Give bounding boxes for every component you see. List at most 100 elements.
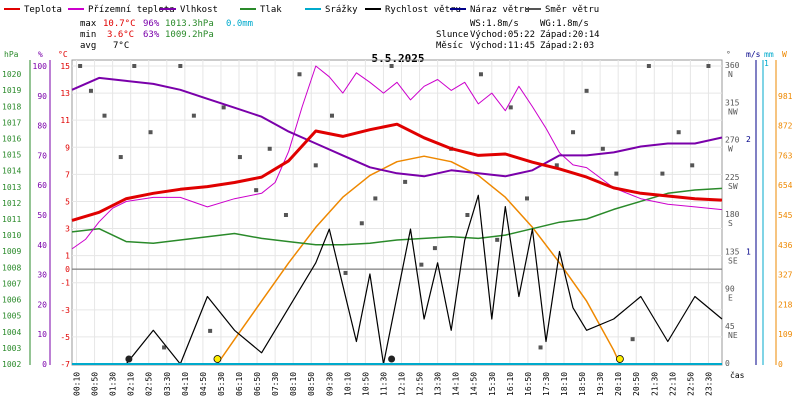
dir-tick-abbr: SE xyxy=(728,256,738,265)
wind-direction-point xyxy=(191,113,196,118)
legend-label-pressure: Tlak xyxy=(260,5,282,15)
hpa-tick-label: 1013 xyxy=(2,183,21,192)
pct-tick-label: 100 xyxy=(33,62,48,71)
degc-tick-label: -7 xyxy=(60,360,70,369)
w-tick-label: 327 xyxy=(778,271,793,280)
wind-direction-point xyxy=(208,328,213,333)
hpa-tick-label: 1011 xyxy=(2,215,21,224)
info-sun-label: Slunce xyxy=(436,30,469,40)
time-tick-label: 03:30 xyxy=(163,372,172,396)
time-tick-label: 05:30 xyxy=(217,372,226,396)
legend-label-apparent: Přízemní teplota xyxy=(88,5,175,15)
hpa-tick-label: 1019 xyxy=(2,86,21,95)
dir-tick-abbr: S xyxy=(728,219,733,228)
w-tick-label: 218 xyxy=(778,300,793,309)
wind-direction-point xyxy=(283,213,288,217)
time-tick-label: 16:50 xyxy=(524,372,533,396)
sun-marker xyxy=(615,355,624,363)
degc-tick-label: 11 xyxy=(60,116,70,125)
legend-label-wind: Rychlost větru xyxy=(385,5,461,15)
series-line-vlhkost xyxy=(71,76,723,178)
wind-direction-point xyxy=(373,196,378,201)
wind-direction-point xyxy=(237,155,242,160)
degc-tick-label: 3 xyxy=(65,225,70,234)
ms-tick-label: 2 xyxy=(746,135,751,144)
pct-tick-label: 20 xyxy=(37,300,47,309)
axis-title-time: čas xyxy=(730,370,745,380)
axis-title-dir: ° xyxy=(726,50,731,59)
dir-tick-abbr: N xyxy=(728,70,733,79)
time-tick-label: 02:10 xyxy=(127,372,136,396)
degc-tick-label: 15 xyxy=(60,62,70,71)
info-panel: WS:1.8m/s WG:1.8m/s Slunce Východ:05:22 … xyxy=(436,19,600,51)
degc-tick-label: -1 xyxy=(60,279,70,288)
left-axes: hPa% °C1020101910181017101610151014101310… xyxy=(2,50,70,369)
hpa-tick-label: 1007 xyxy=(2,279,21,288)
stats-max-hum: 96% xyxy=(143,19,160,29)
axis-title-w: W xyxy=(782,50,787,59)
dir-tick-abbr: W xyxy=(728,145,733,154)
info-moonrise: Východ:11:45 xyxy=(470,41,535,51)
time-tick-label: 06:50 xyxy=(253,372,262,396)
time-tick-label: 00:50 xyxy=(91,372,100,396)
info-sunset: Západ:20:14 xyxy=(540,30,600,40)
stats-max-precip: 0.0mm xyxy=(226,19,253,29)
wind-direction-point xyxy=(432,246,437,251)
wind-direction-point xyxy=(690,163,695,168)
legend-label-precip: Srážky xyxy=(325,5,358,15)
time-tick-label: 22:10 xyxy=(668,372,677,396)
time-tick-label: 14:10 xyxy=(452,372,461,396)
right-axes: ° m/s mm W360N315NW270W225SW180S135SE90E45N… xyxy=(725,50,793,369)
wind-direction-point xyxy=(465,213,470,217)
pct-tick-label: 40 xyxy=(37,241,47,250)
dir-tick-label: 45 xyxy=(725,322,735,331)
degc-tick-label: 0 xyxy=(65,265,70,274)
time-tick-label: 19:30 xyxy=(596,372,605,396)
wind-direction-point xyxy=(706,64,711,68)
sun-marker xyxy=(213,355,222,363)
w-tick-label: 545 xyxy=(778,211,793,220)
wind-direction-point xyxy=(389,64,394,68)
series-line-sluneční-záření xyxy=(216,155,621,365)
time-tick-label: 04:50 xyxy=(199,372,208,396)
time-tick-label: 12:50 xyxy=(416,372,425,396)
stats-panel: max 10.7°C 96% 1013.3hPa 0.0mm min 3.6°C… xyxy=(80,19,253,51)
dir-tick-label: 180 xyxy=(725,210,740,219)
dir-tick-label: 225 xyxy=(725,173,740,182)
hpa-tick-label: 1002 xyxy=(2,360,21,369)
time-tick-label: 08:50 xyxy=(307,372,316,396)
wind-direction-point xyxy=(78,64,83,68)
axis-title-pct: % xyxy=(38,50,43,59)
axis-title-degc: °C xyxy=(58,50,68,59)
time-tick-label: 14:50 xyxy=(470,372,479,396)
hpa-tick-label: 1003 xyxy=(2,344,21,353)
series-line-přízemní-teplota xyxy=(71,65,723,250)
degc-tick-label: 9 xyxy=(65,143,70,152)
w-tick-label: 872 xyxy=(778,122,793,131)
time-tick-label: 18:10 xyxy=(560,372,569,396)
time-tick-label: 16:10 xyxy=(506,372,515,396)
wind-direction-point xyxy=(313,163,318,168)
stats-max-press: 1013.3hPa xyxy=(165,19,214,29)
wind-direction-point xyxy=(525,196,529,201)
series-line-rychlost-větru xyxy=(72,194,723,365)
legend-label-direction: Směr větru xyxy=(545,5,599,15)
w-tick-label: 654 xyxy=(778,181,793,190)
legend-label-humidity: Vlhkost xyxy=(180,5,218,15)
wind-direction-point xyxy=(343,270,348,275)
dir-tick-label: 315 xyxy=(725,98,740,107)
hpa-tick-label: 1018 xyxy=(2,102,21,111)
time-tick-label: 09:30 xyxy=(325,372,334,396)
wind-direction-point xyxy=(403,179,408,184)
hpa-tick-label: 1009 xyxy=(2,247,21,256)
info-sunrise: Východ:05:22 xyxy=(470,30,535,40)
time-tick-label: 12:10 xyxy=(398,372,407,396)
stats-max-temp: 10.7°C xyxy=(103,19,136,29)
hpa-tick-label: 1004 xyxy=(2,328,21,337)
dir-tick-abbr: NE xyxy=(728,331,738,340)
dir-tick-abbr: NW xyxy=(728,107,738,116)
degc-tick-label: 5 xyxy=(65,197,70,206)
dir-tick-label: 135 xyxy=(725,247,740,256)
series-line-tlak xyxy=(71,187,723,246)
